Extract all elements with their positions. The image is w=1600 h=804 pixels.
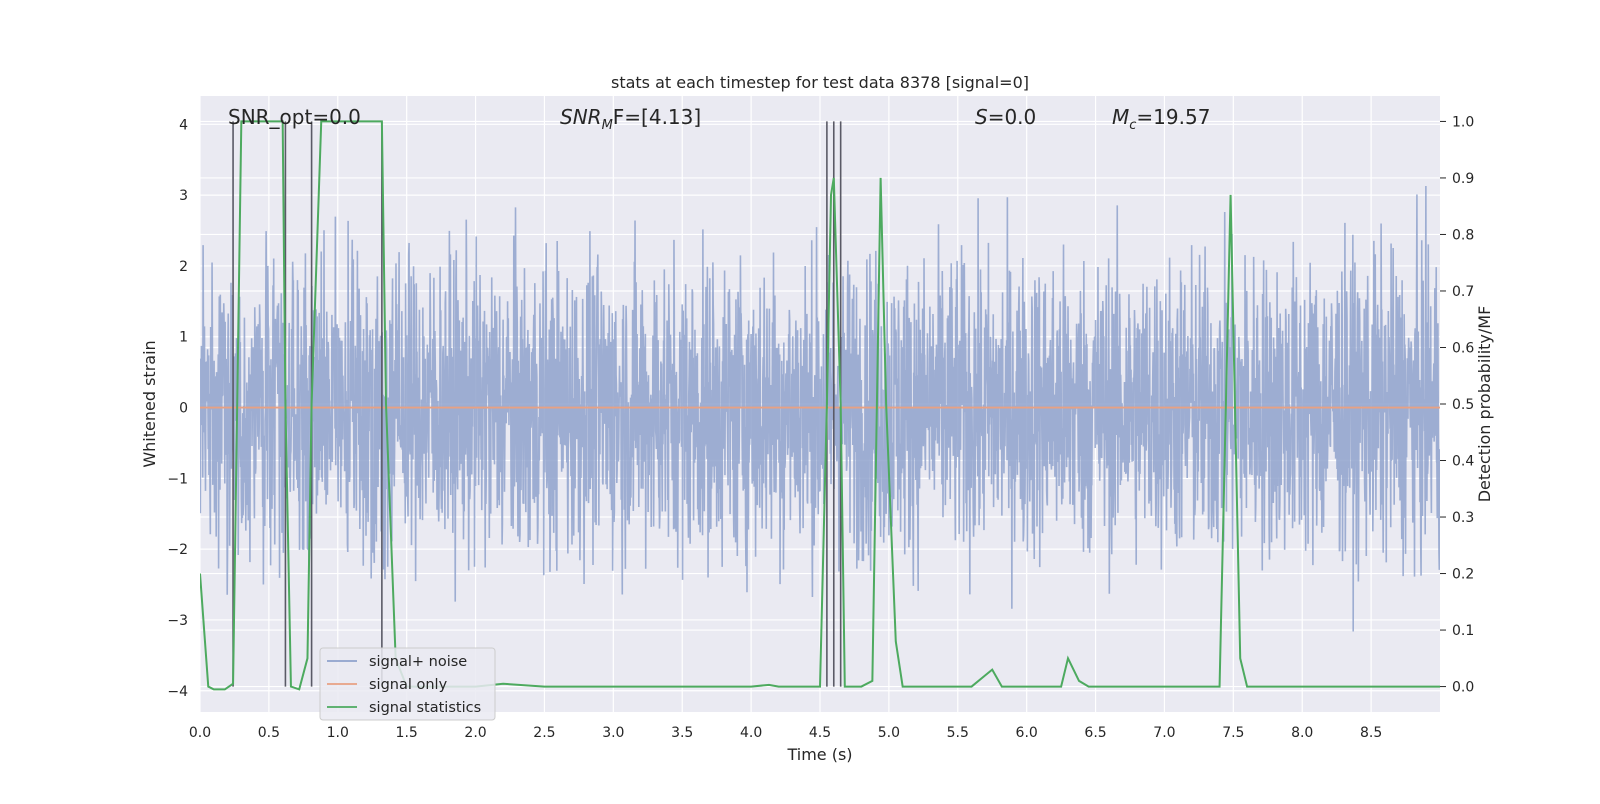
x-tick-label: 6.5 — [1084, 725, 1106, 741]
x-tick-label: 5.5 — [947, 725, 969, 741]
y2-tick-label: 0.9 — [1452, 171, 1474, 187]
annotation-mc-sub: c — [1129, 118, 1136, 133]
y-tick-label: 0 — [179, 401, 188, 417]
y2-axis-ticks: 1.0 0.9 0.8 0.7 0.6 0.5 0.4 0.3 0.2 0.1 0.0 — [1440, 114, 1474, 696]
y-axis-title: Whitened strain — [140, 340, 159, 467]
series-signal-plus-noise — [200, 186, 1440, 632]
x-tick-label: 4.5 — [809, 725, 831, 741]
x-tick-label: 0.0 — [189, 725, 211, 741]
annotation-s: S=0.0 — [975, 105, 1036, 129]
y2-tick-label: 0.7 — [1452, 284, 1474, 300]
legend-label-signal-statistics: signal statistics — [369, 700, 481, 716]
y-axis-ticks: 4 3 2 1 0 −1 −2 −3 −4 — [167, 117, 188, 699]
y2-tick-label: 0.1 — [1452, 623, 1474, 639]
legend-label-signal-only: signal only — [369, 677, 448, 693]
legend: signal+ noise signal only signal statist… — [319, 647, 496, 721]
x-tick-label: 1.5 — [396, 725, 418, 741]
x-tick-label: 8.0 — [1291, 725, 1313, 741]
annotation-s-main: S — [975, 105, 988, 129]
x-axis-title: Time (s) — [786, 745, 852, 764]
x-tick-label: 2.0 — [464, 725, 486, 741]
y-tick-label: −3 — [167, 613, 188, 629]
y2-tick-label: 0.6 — [1452, 340, 1474, 356]
x-tick-label: 7.0 — [1153, 725, 1175, 741]
x-tick-label: 7.5 — [1222, 725, 1244, 741]
y-tick-label: 4 — [179, 117, 188, 133]
y2-axis-title: Detection probability/MF — [1475, 306, 1494, 503]
x-tick-label: 3.0 — [602, 725, 624, 741]
x-tick-label: 6.0 — [1016, 725, 1038, 741]
annotation-mc-main: M — [1112, 105, 1129, 129]
y2-tick-label: 0.3 — [1452, 510, 1474, 526]
y-tick-label: −1 — [167, 471, 188, 487]
annotation-snr-mf-sub: M — [602, 118, 613, 133]
x-axis-ticks: 0.0 0.5 1.0 1.5 2.0 2.5 3.0 3.5 4.0 4.5 5.0 5.5 6.0 6… — [189, 725, 1382, 741]
annotation-snr-mf-main: SNR — [560, 105, 602, 129]
y2-tick-label: 0.8 — [1452, 227, 1474, 243]
annotation-mc: Mc=19.57 — [1112, 105, 1210, 133]
x-tick-label: 3.5 — [671, 725, 693, 741]
y2-tick-label: 1.0 — [1452, 114, 1474, 130]
legend-box — [319, 647, 496, 721]
annotation-snr-mf: SNRMF=[4.13] — [560, 105, 701, 133]
y2-tick-label: 0.2 — [1452, 567, 1474, 583]
signal-plus-noise-line — [200, 186, 1440, 632]
signal-statistics-line — [200, 120, 1440, 691]
x-tick-label: 5.0 — [878, 725, 900, 741]
x-tick-label: 0.5 — [258, 725, 280, 741]
annotation-snr-opt: SNR_opt=0.0 — [228, 105, 361, 129]
x-tick-label: 1.0 — [327, 725, 349, 741]
x-tick-label: 2.5 — [533, 725, 555, 741]
x-tick-label: 8.5 — [1360, 725, 1382, 741]
series-signal-statistics — [200, 120, 1440, 691]
y2-tick-label: 0.0 — [1452, 680, 1474, 696]
y-tick-label: 3 — [179, 188, 188, 204]
y-tick-label: 1 — [179, 330, 188, 346]
y2-tick-label: 0.5 — [1452, 397, 1474, 413]
chart-title: stats at each timestep for test data 837… — [611, 73, 1029, 92]
x-tick-label: 4.0 — [740, 725, 762, 741]
y2-tick-label: 0.4 — [1452, 454, 1474, 470]
annotation-snr-mf-rest: F=[4.13] — [613, 105, 701, 129]
y-tick-label: 2 — [179, 259, 188, 275]
y-tick-label: −2 — [167, 542, 188, 558]
legend-label-signal-plus-noise: signal+ noise — [369, 654, 467, 670]
annotation-mc-rest: =19.57 — [1136, 105, 1210, 129]
annotation-s-rest: =0.0 — [988, 105, 1037, 129]
y-tick-label: −4 — [167, 684, 188, 700]
